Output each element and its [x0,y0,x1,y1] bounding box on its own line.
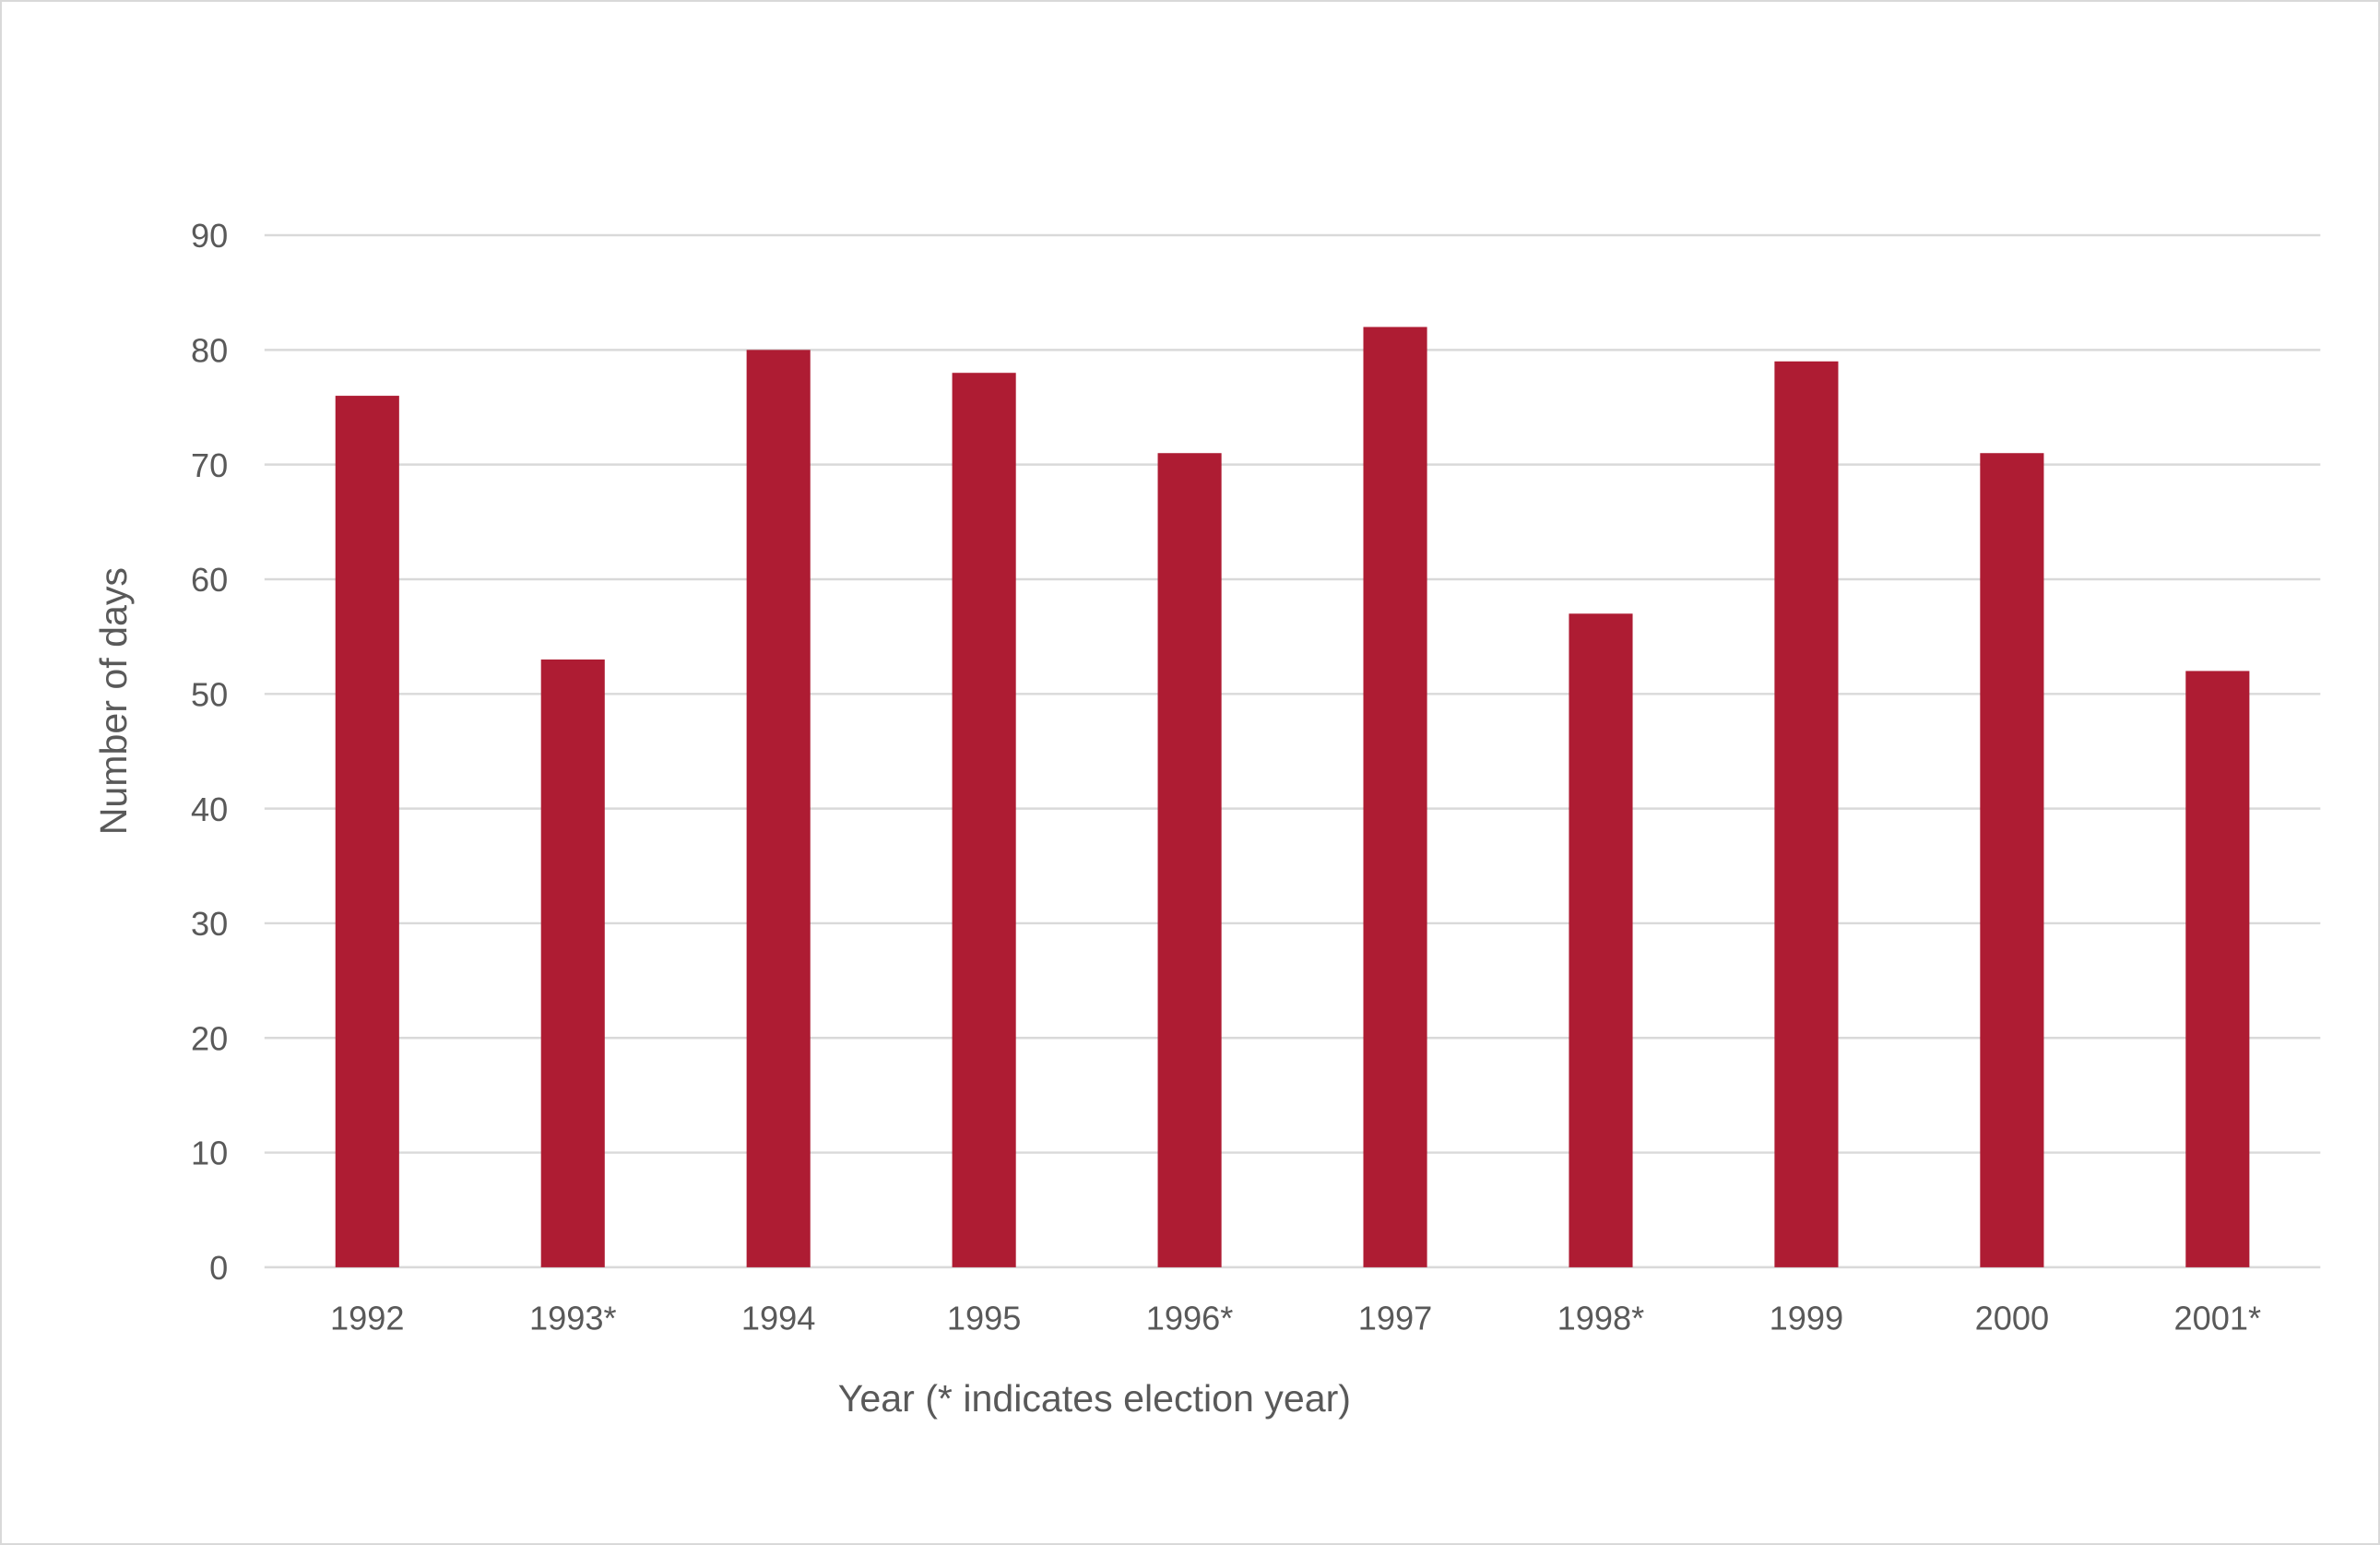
x-tick-labels: 1992 1993* 1994 1995 1996* 1997 1998* 1999 2000 2… [330,1299,2261,1337]
y-tick-label: 10 [191,1135,228,1172]
y-tick-label: 60 [191,561,228,599]
y-tick-label: 30 [191,905,228,943]
bar-1996 [1157,453,1222,1267]
y-tick-label: 40 [191,790,228,828]
y-tick-label: 70 [191,446,228,484]
x-tick-label: 2000 [1975,1299,2050,1337]
bar-1995 [952,373,1016,1267]
y-tick-label: 0 [209,1249,228,1287]
y-tick-labels: 0 10 20 30 40 50 60 70 80 90 [191,217,228,1287]
bars [335,327,2250,1267]
y-tick-label: 20 [191,1019,228,1057]
bar-2000 [1980,453,2044,1267]
x-tick-label: 1998* [1557,1299,1645,1337]
x-axis-label: Year (* indicates election year) [838,1377,1351,1420]
y-tick-label: 90 [191,217,228,255]
x-tick-label: 1995 [947,1299,1022,1337]
x-tick-label: 1994 [741,1299,816,1337]
x-tick-label: 1997 [1358,1299,1433,1337]
x-tick-label: 1996* [1146,1299,1234,1337]
bar-1998 [1569,613,1633,1267]
x-tick-label: 1999 [1770,1299,1844,1337]
y-tick-label: 50 [191,675,228,713]
bar-1992 [335,396,399,1267]
bar-1999 [1774,361,1839,1267]
y-tick-label: 80 [191,332,228,370]
x-tick-label: 1993* [529,1299,617,1337]
x-tick-label: 2001* [2174,1299,2262,1337]
bar-1993 [540,660,605,1267]
y-axis-label: Number of days [92,567,135,835]
x-tick-label: 1992 [330,1299,405,1337]
bar-1994 [746,350,811,1267]
bar-2001 [2185,671,2250,1267]
bar-1997 [1363,327,1427,1267]
gridlines [264,233,2321,1269]
